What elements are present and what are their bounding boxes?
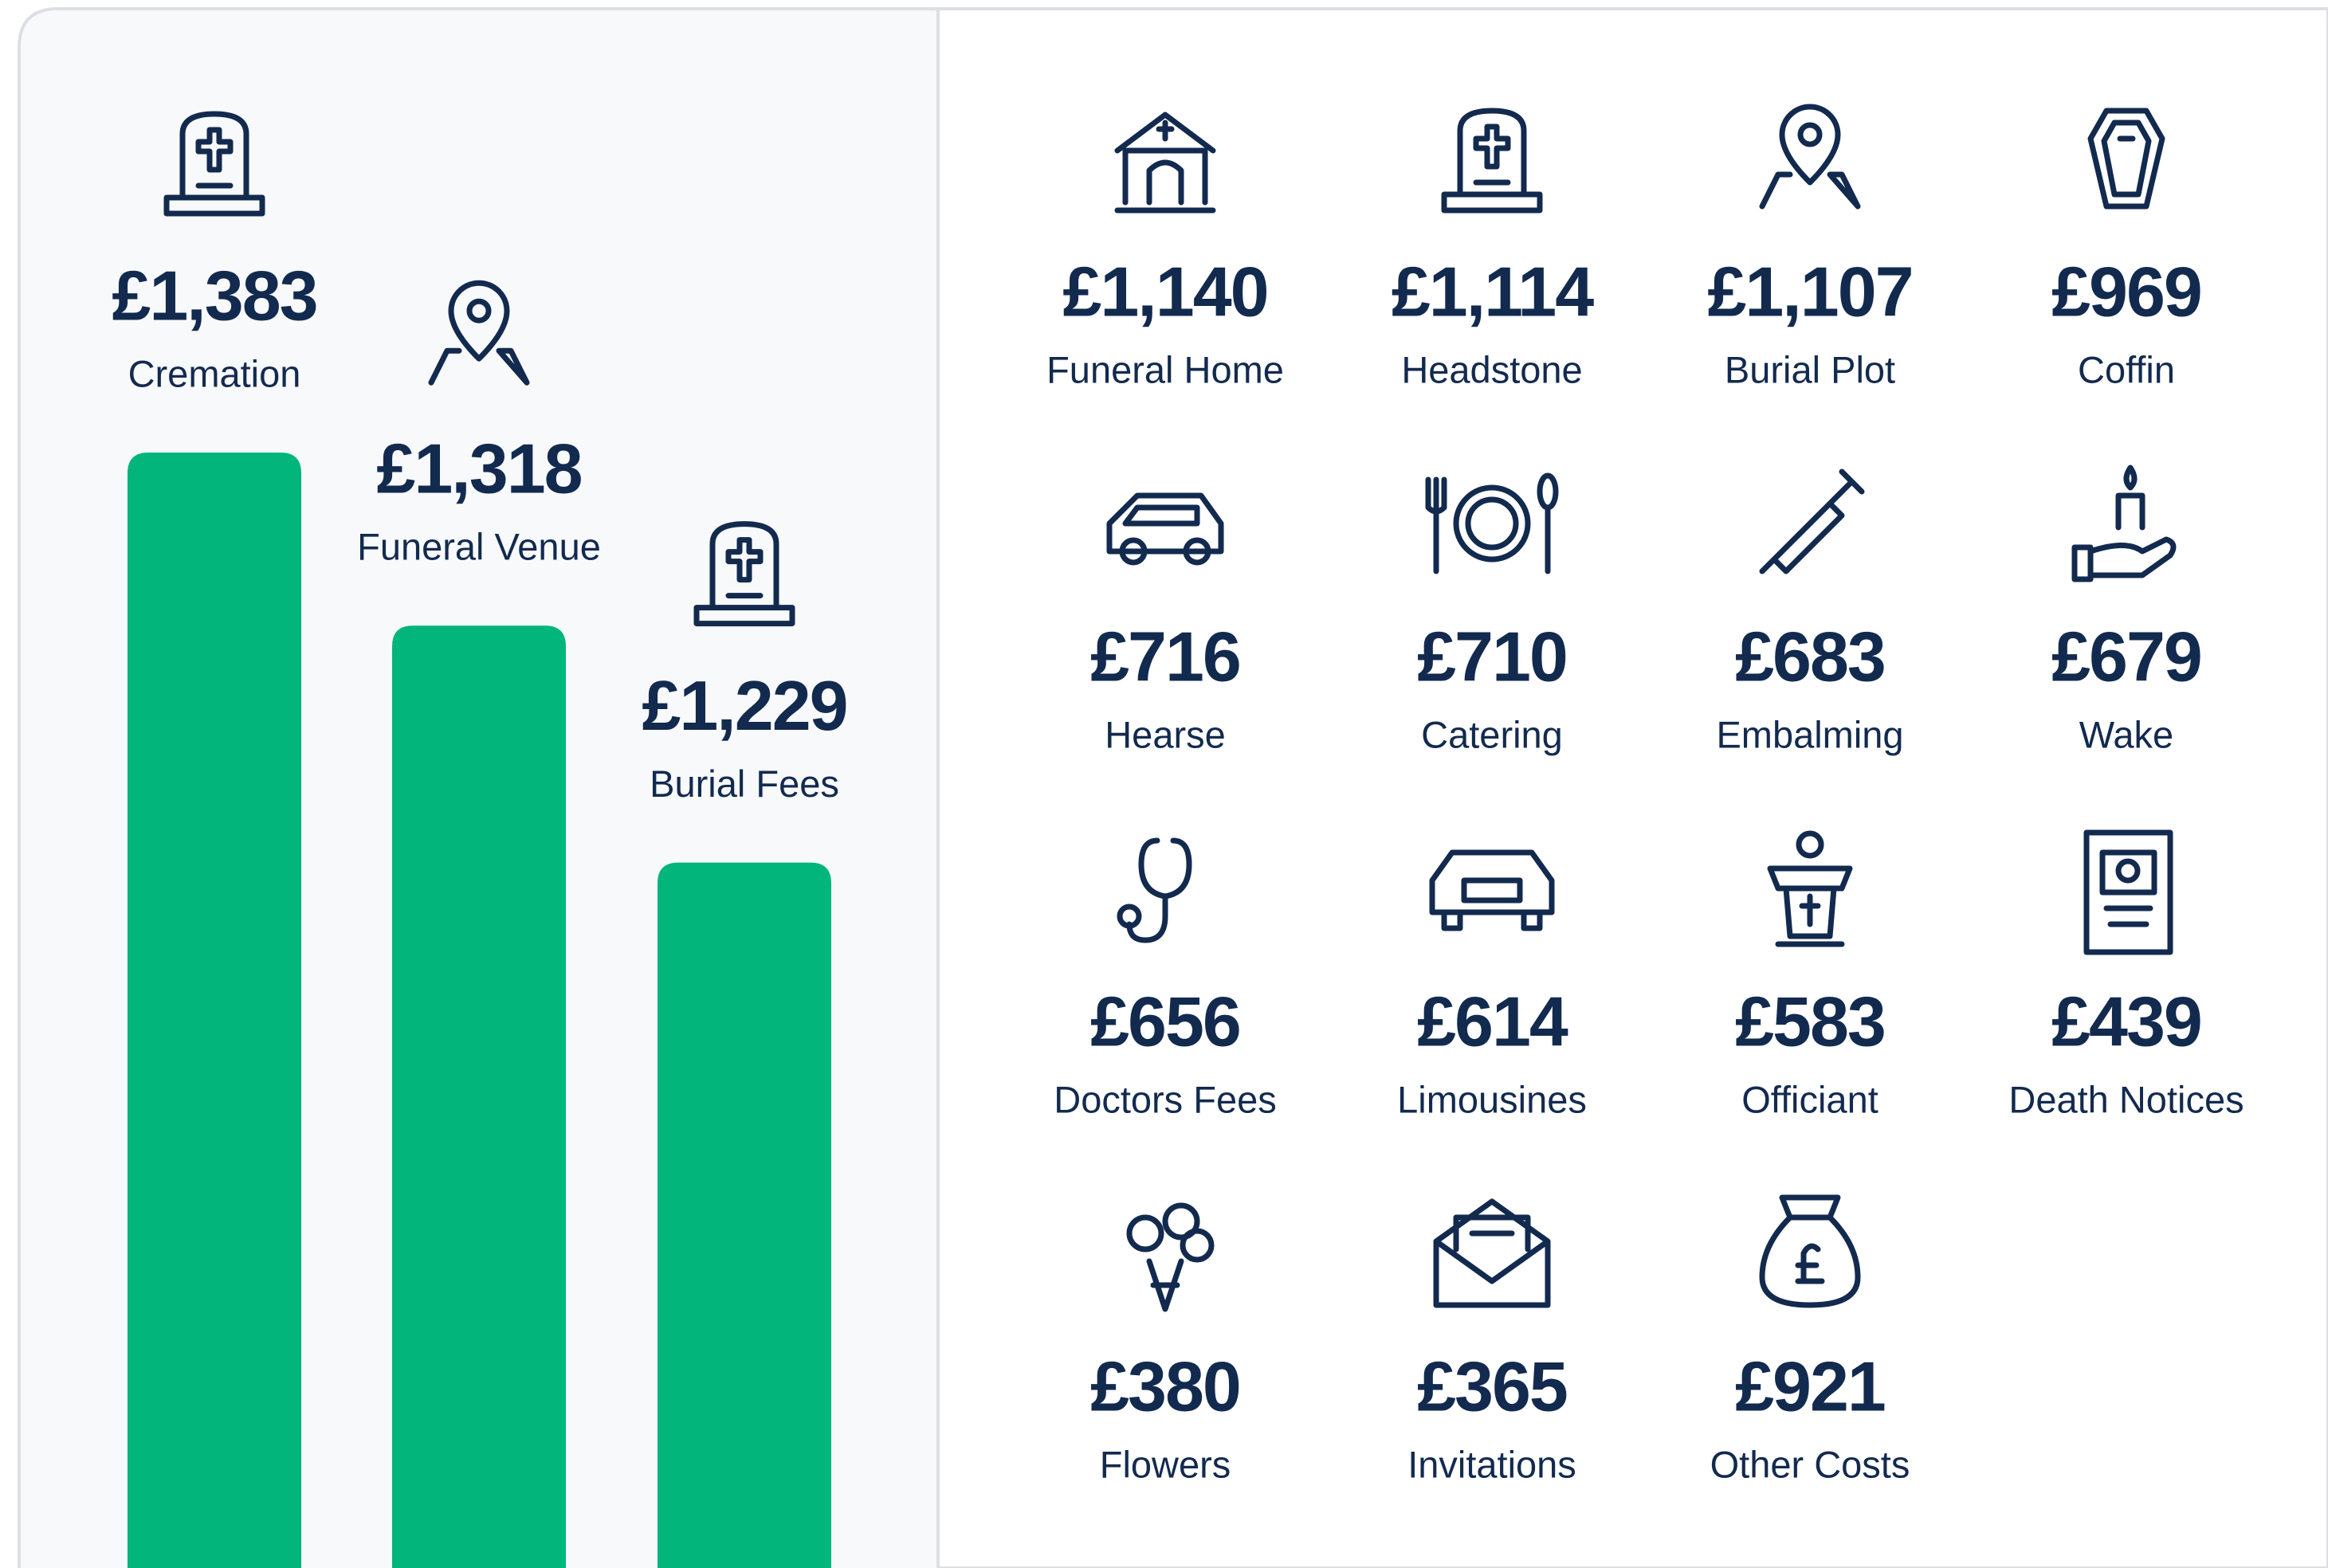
icon-part bbox=[1429, 849, 1555, 931]
item-value: £656 bbox=[1090, 982, 1240, 1060]
item-value: £614 bbox=[1417, 982, 1568, 1060]
bar-category-label: Funeral Venue bbox=[357, 526, 601, 568]
item-value: £921 bbox=[1735, 1347, 1885, 1425]
icon-part bbox=[1796, 830, 1824, 859]
item-label: Catering bbox=[1421, 713, 1563, 755]
bar-category-label: Burial Fees bbox=[650, 762, 839, 805]
bar bbox=[658, 862, 831, 1568]
icon-part bbox=[1117, 904, 1142, 929]
icon-part bbox=[1767, 865, 1853, 947]
item-label: Burial Plot bbox=[1725, 348, 1895, 390]
icon bbox=[2087, 108, 2165, 210]
icon bbox=[163, 111, 265, 217]
icon bbox=[428, 280, 530, 386]
item-value: £439 bbox=[2051, 982, 2201, 1060]
item-label: Limousines bbox=[1397, 1078, 1587, 1120]
item-value: £710 bbox=[1417, 617, 1567, 696]
icon bbox=[1759, 1194, 1861, 1308]
item-label: Hearse bbox=[1105, 713, 1226, 755]
icon-part bbox=[1106, 492, 1224, 555]
icon-part bbox=[1441, 108, 1543, 214]
item-value: £1,114 bbox=[1392, 252, 1594, 331]
item-value: £583 bbox=[1735, 982, 1885, 1060]
icon-part bbox=[1433, 1198, 1551, 1308]
item-value: £683 bbox=[1735, 617, 1885, 696]
icon-part bbox=[1425, 472, 1559, 574]
icon-part bbox=[1119, 537, 1148, 566]
icon bbox=[1429, 849, 1555, 931]
icon-part bbox=[2083, 829, 2173, 955]
icon bbox=[1433, 1198, 1551, 1308]
item-value: £679 bbox=[2051, 617, 2201, 696]
icon-part bbox=[1180, 1228, 1215, 1263]
icon-part bbox=[1759, 468, 1865, 574]
bar-value-label: £1,318 bbox=[376, 429, 581, 508]
item-value: £969 bbox=[2051, 252, 2201, 331]
item-value: £716 bbox=[1090, 617, 1240, 696]
icon bbox=[2071, 465, 2177, 582]
icon-part bbox=[2115, 858, 2141, 884]
icon-part bbox=[1162, 1202, 1200, 1241]
icon bbox=[1114, 112, 1216, 214]
icon bbox=[1126, 1202, 1215, 1312]
icon bbox=[1425, 472, 1559, 574]
icon-part bbox=[1126, 837, 1192, 943]
icon-part bbox=[693, 521, 795, 627]
bar bbox=[128, 453, 301, 1568]
icon bbox=[1441, 108, 1543, 214]
bar-value-label: £1,383 bbox=[112, 256, 316, 335]
item-label: Headstone bbox=[1401, 348, 1582, 390]
icon-part bbox=[1114, 112, 1216, 214]
bar-value-label: £1,229 bbox=[642, 666, 846, 745]
icon-part bbox=[2087, 108, 2165, 210]
icon-part bbox=[2071, 465, 2177, 582]
icon-part bbox=[163, 111, 265, 217]
icon-part bbox=[1759, 104, 1861, 210]
icon bbox=[1767, 830, 1853, 947]
bar-category-label: Cremation bbox=[128, 352, 301, 394]
icon-part bbox=[1759, 1194, 1861, 1308]
icon-part bbox=[1183, 537, 1211, 566]
icon-part bbox=[1465, 496, 1519, 551]
icon bbox=[1106, 492, 1224, 566]
icon bbox=[2083, 829, 2173, 955]
item-label: Funeral Home bbox=[1046, 348, 1284, 390]
item-label: Doctors Fees bbox=[1054, 1078, 1276, 1120]
icon-part bbox=[1146, 1258, 1184, 1312]
item-value: £1,140 bbox=[1062, 252, 1267, 331]
icon-part bbox=[1797, 122, 1823, 147]
item-value: £1,107 bbox=[1707, 252, 1912, 331]
item-value: £380 bbox=[1090, 1347, 1240, 1425]
item-label: Invitations bbox=[1407, 1443, 1576, 1485]
icon bbox=[1117, 837, 1192, 943]
icon-part bbox=[1453, 484, 1531, 563]
item-label: Other Costs bbox=[1710, 1443, 1910, 1485]
item-label: Officiant bbox=[1741, 1078, 1878, 1120]
item-label: Wake bbox=[2079, 713, 2173, 755]
icon bbox=[1759, 104, 1861, 210]
item-value: £365 bbox=[1417, 1347, 1567, 1425]
item-label: Coffin bbox=[2078, 348, 2175, 390]
icon-part bbox=[1126, 1214, 1164, 1252]
icon bbox=[693, 521, 795, 627]
bar bbox=[392, 625, 566, 1568]
icon bbox=[1759, 468, 1865, 574]
item-label: Embalming bbox=[1716, 713, 1903, 755]
icon-part bbox=[428, 280, 530, 386]
item-label: Death Notices bbox=[2008, 1078, 2244, 1120]
icon-part bbox=[466, 298, 492, 323]
item-label: Flowers bbox=[1100, 1443, 1231, 1485]
